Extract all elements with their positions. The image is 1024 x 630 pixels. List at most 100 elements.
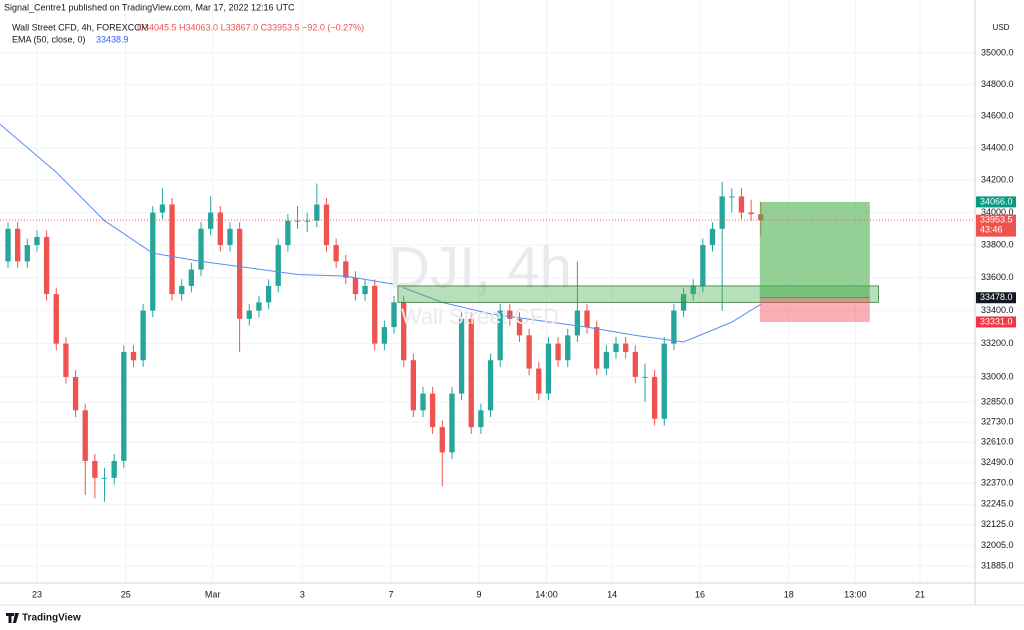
- ohlc: O34045.5 H34063.0 L33867.0 C33953.5 −92.…: [137, 22, 364, 32]
- candle-body: [603, 351, 610, 369]
- countdown: 43:46: [980, 224, 1003, 234]
- x-tick-label: 3: [300, 589, 305, 599]
- price-label-bg: [976, 196, 1016, 208]
- candle-body: [236, 228, 243, 319]
- y-tick-label: 33400.0: [981, 305, 1014, 315]
- y-tick-label: 33000.0: [981, 371, 1014, 381]
- y-tick-label: 35000.0: [981, 47, 1014, 57]
- candle-body: [101, 477, 108, 479]
- y-tick-label: 32245.0: [981, 499, 1014, 509]
- published: Signal_Centre1 published on TradingView.…: [4, 2, 295, 12]
- candle-body: [343, 261, 349, 278]
- candle-body: [468, 318, 474, 428]
- x-tick-label: 23: [32, 589, 42, 599]
- candle-body: [401, 302, 407, 361]
- candle-body: [700, 245, 706, 286]
- candle-body: [198, 228, 204, 270]
- candle-body: [478, 410, 484, 428]
- candle-body: [449, 393, 455, 453]
- candle-body: [594, 327, 600, 369]
- candle-body: [150, 212, 156, 311]
- candle-body: [526, 335, 532, 369]
- candle-body: [545, 343, 552, 394]
- x-tick-label: 16: [695, 589, 705, 599]
- candle-body: [410, 360, 416, 411]
- logo: [6, 613, 19, 623]
- candle-body: [92, 460, 98, 478]
- candle-body: [34, 236, 40, 246]
- candle-body: [314, 204, 320, 221]
- candle-body: [381, 327, 388, 344]
- candle-body: [130, 351, 137, 361]
- price-label-bg: [976, 214, 1016, 237]
- candle-body: [642, 376, 648, 378]
- x-tick-label: 25: [121, 589, 131, 599]
- ema-line: [0, 123, 762, 343]
- candle-body: [24, 245, 30, 262]
- candle-body: [555, 343, 561, 361]
- y-tick-label: 34400.0: [981, 143, 1014, 153]
- y-tick-label: 33200.0: [981, 338, 1014, 348]
- candle-body: [748, 212, 754, 215]
- candle-body: [43, 236, 50, 295]
- candle-body: [63, 343, 69, 377]
- y-tick-label: 32125.0: [981, 519, 1014, 529]
- y-tick-label: 34800.0: [981, 79, 1014, 89]
- watermark-sub: Wall Street CFD: [401, 304, 559, 329]
- candle-body: [391, 302, 397, 328]
- plot-area: [0, 0, 975, 583]
- candle-body: [622, 343, 629, 352]
- y-tick-label: 34600.0: [981, 111, 1014, 121]
- candle-body: [246, 310, 252, 319]
- target-area: [759, 201, 870, 298]
- candle-body: [497, 310, 503, 361]
- candle-body: [265, 285, 272, 303]
- axes: 35000.0 34800.0 34600.0 34400.0 34200.0 34000…: [32, 47, 1016, 599]
- price-label: 33478.0: [980, 292, 1013, 302]
- watermark: DJI, 4h: [388, 235, 572, 300]
- y-tick-label: 32005.0: [981, 540, 1014, 550]
- candle-body: [323, 204, 330, 246]
- candle-body: [15, 228, 21, 262]
- x-tick-label: 14:00: [535, 589, 558, 599]
- candle-body: [188, 269, 195, 286]
- candle-body: [651, 376, 658, 419]
- x-tick-label: 18: [784, 589, 794, 599]
- candle-body: [333, 245, 339, 262]
- candle-body: [439, 427, 445, 453]
- candle-body: [661, 343, 667, 419]
- candle-body: [613, 343, 619, 352]
- price-label-bg: [976, 316, 1016, 328]
- y-tick-label: 32490.0: [981, 457, 1014, 467]
- indicator-value: 33438.9: [96, 34, 129, 44]
- candle-body: [507, 310, 513, 319]
- footer-brand: TradingView: [22, 613, 81, 624]
- candle-body: [140, 310, 146, 361]
- candle-body: [121, 351, 127, 461]
- price-label-bg: [976, 292, 1016, 304]
- y-tick-label: 33800.0: [981, 239, 1014, 249]
- candle-body: [690, 285, 696, 295]
- candle-body: [294, 220, 301, 222]
- y-tick-label: 34000.0: [981, 207, 1014, 217]
- y-tick-label: 34200.0: [981, 175, 1014, 185]
- candle-body: [738, 196, 745, 213]
- candle-body: [275, 245, 281, 286]
- candle-body: [5, 228, 11, 262]
- symbol: Wall Street CFD, 4h, FOREXCOM: [12, 22, 149, 32]
- currency: USD: [993, 23, 1010, 32]
- candle-body: [372, 285, 378, 344]
- candle-body: [574, 310, 581, 336]
- candle-body: [362, 285, 368, 295]
- x-tick-label: 21: [915, 589, 925, 599]
- zone: [397, 285, 879, 303]
- candle-body: [516, 318, 523, 336]
- stop-area: [759, 297, 870, 322]
- overlay: [0, 201, 975, 322]
- candle-body: [179, 285, 185, 295]
- candle-body: [584, 310, 590, 328]
- candle-body: [82, 410, 88, 461]
- x-tick-label: 14: [607, 589, 617, 599]
- candle-body: [111, 460, 117, 478]
